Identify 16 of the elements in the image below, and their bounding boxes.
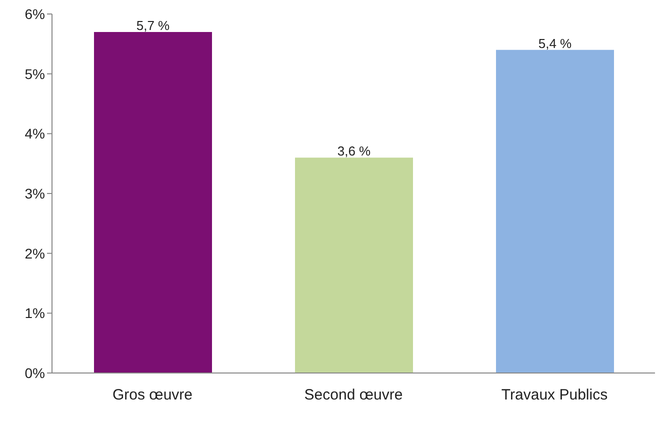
x-tick-label: Gros œuvre: [112, 386, 193, 404]
x-tick-label: Travaux Publics: [501, 386, 608, 404]
bar: [94, 32, 212, 373]
y-tick-label: 2%: [24, 245, 45, 262]
y-tick-label: 5%: [24, 66, 45, 82]
y-tick-label: 3%: [24, 185, 45, 202]
y-tick-label: 1%: [24, 305, 45, 322]
bar: [295, 158, 413, 373]
y-tick-label: 6%: [24, 6, 45, 22]
data-label: 5,7 %: [136, 18, 170, 33]
y-tick-label: 4%: [24, 126, 45, 142]
bar: [496, 50, 614, 373]
data-label: 5,4 %: [538, 36, 572, 51]
y-tick-label: 0%: [24, 364, 45, 381]
x-tick-label: Second œuvre: [304, 386, 403, 404]
data-label: 3,6 %: [337, 144, 372, 159]
